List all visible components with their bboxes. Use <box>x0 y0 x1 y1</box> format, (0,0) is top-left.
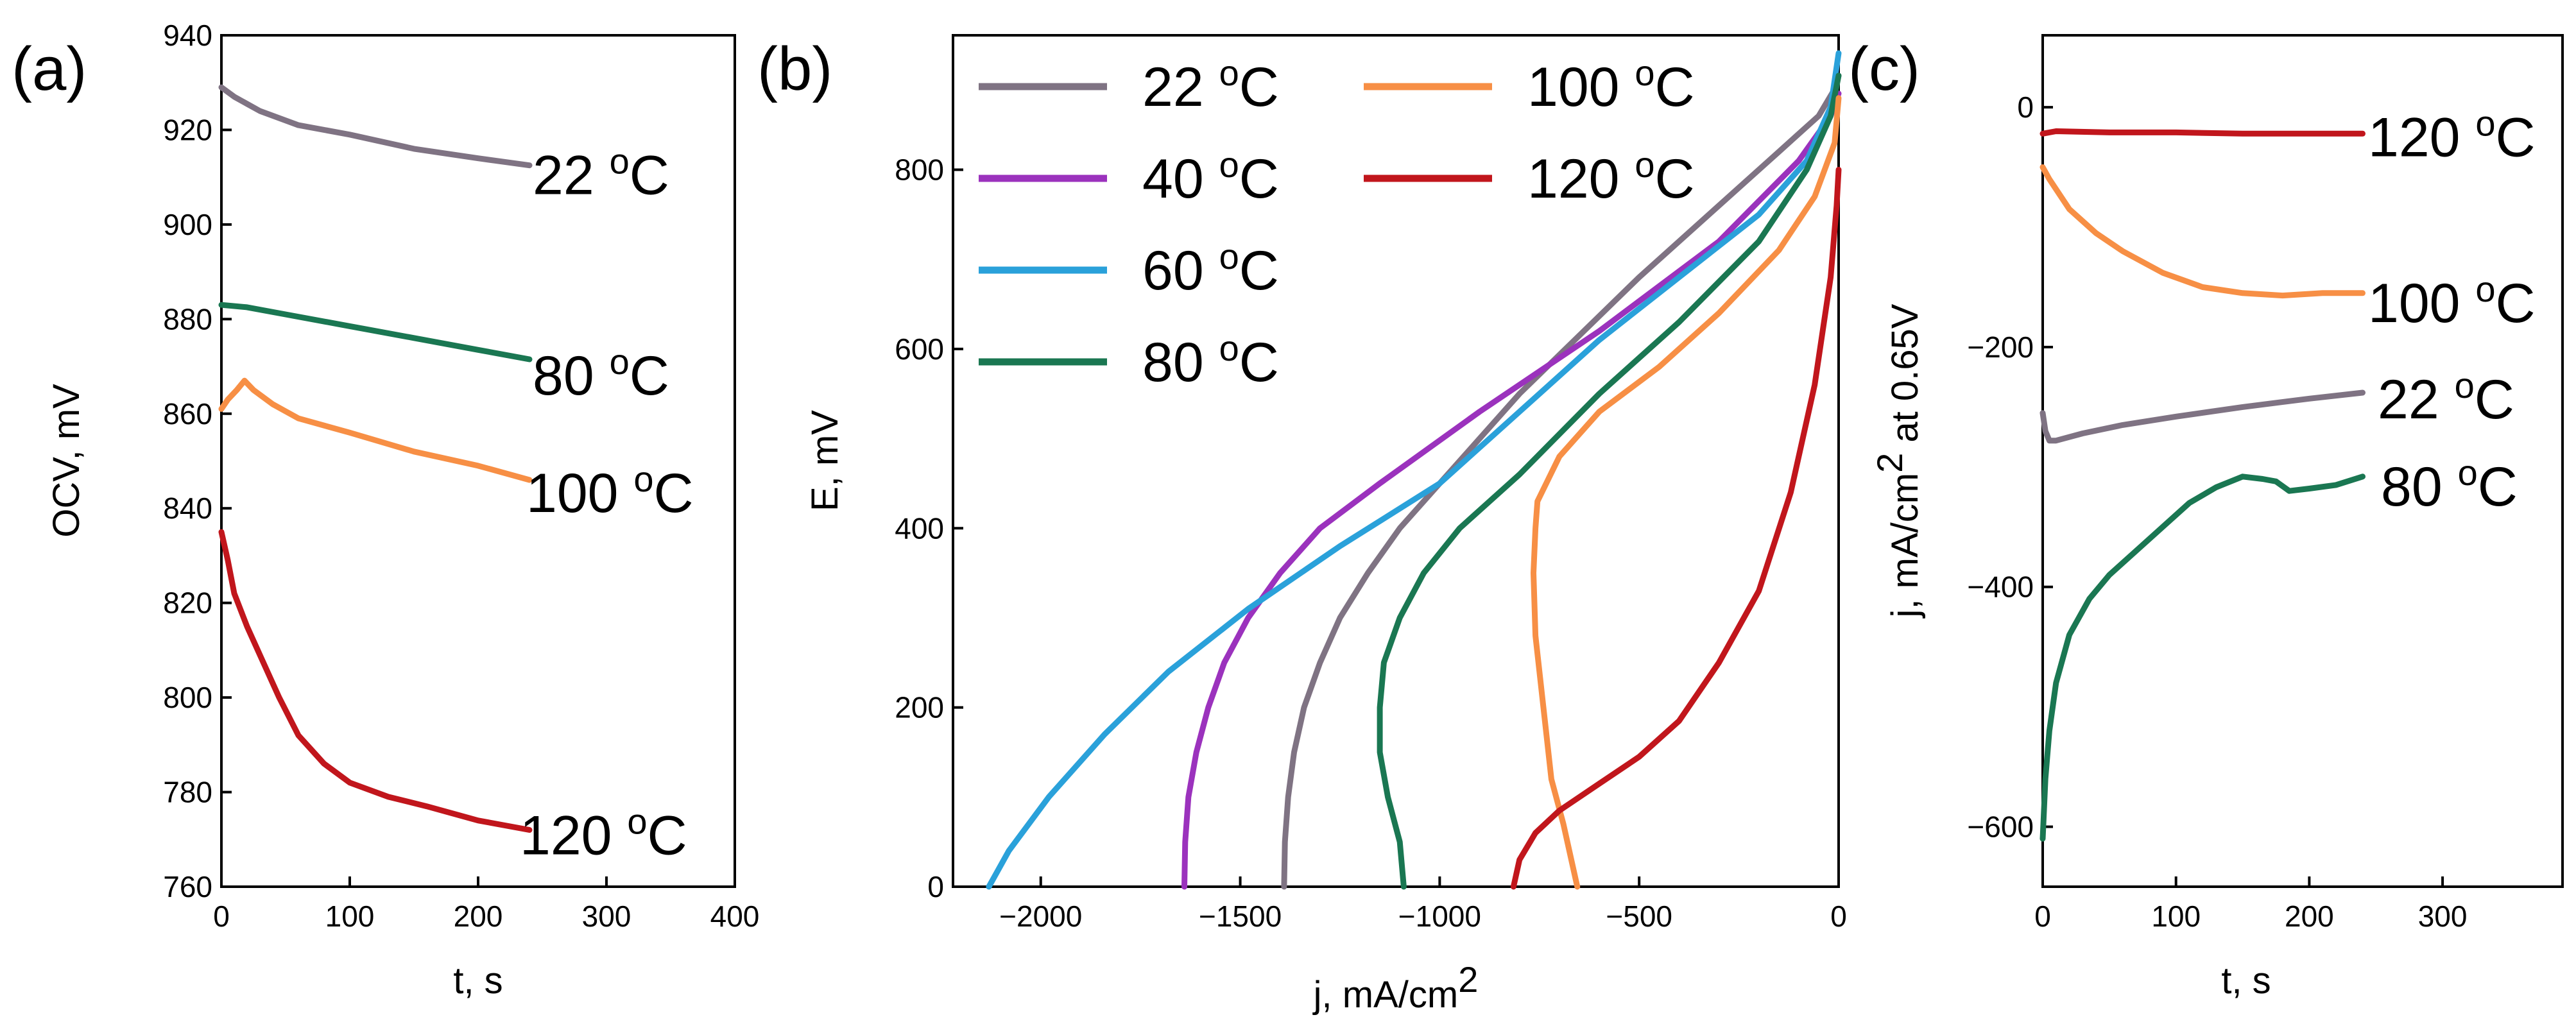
panel-a-series-100C <box>218 377 533 483</box>
panel-c-series-120C <box>2039 128 2366 137</box>
panel-c: (c) 0 100 200 300 −600 −400 −200 0 120 oC 100 oC… <box>1848 34 2564 1002</box>
panel-a-label-100C: 100 oC <box>526 459 694 524</box>
panel-b-x-tick-label: −2000 <box>999 900 1082 933</box>
panel-a-label-22C: 22 oC <box>533 141 669 207</box>
panel-a-series-22C <box>218 84 533 169</box>
panel-c-series-22C <box>2039 389 2366 444</box>
panel-a-ticks: 0 100 200 300 400 760 780 800 820 840 860 880 900 920… <box>163 19 759 933</box>
panel-c-y-tick-label: −600 <box>1967 810 2034 844</box>
legend-label-120C: 120 oC <box>1527 144 1695 210</box>
panel-c-series-100C <box>2039 164 2366 299</box>
panel-b-y-axis-label: E, mV <box>804 410 846 511</box>
panel-b-series-22C <box>1281 73 1842 890</box>
panel-a-series <box>218 84 533 833</box>
panel-b-x-tick-label: −1500 <box>1199 900 1282 933</box>
panel-c-curve-labels: 120 oC 100 oC 22 oC 80 oC <box>2368 103 2536 518</box>
panel-a-series-80C <box>218 302 533 363</box>
panel-c-y-tick-label: 0 <box>2017 90 2034 124</box>
panel-b-x-axis-label: j, mA/cm2 <box>1312 959 1479 1016</box>
panel-b-y-tick-label: 200 <box>895 691 944 724</box>
panel-b-y-tick-label: 800 <box>895 153 944 187</box>
panel-c-y-axis-label: j, mA/cm2 at 0.65V <box>1869 303 1926 619</box>
legend-label-60C: 60 oC <box>1142 236 1279 302</box>
panel-c-series <box>2039 128 2366 842</box>
panel-a-x-axis-label: t, s <box>453 960 502 1002</box>
panel-a-y-tick-label: 860 <box>163 397 212 431</box>
panel-c-label-100C: 100 oC <box>2368 269 2536 334</box>
panel-a-y-tick-label: 780 <box>163 776 212 809</box>
panel-a-series-120C <box>218 529 533 833</box>
panel-b-frame <box>952 34 1840 888</box>
panel-b-series-120C <box>1510 167 1842 890</box>
panel-c-frame <box>2041 34 2564 888</box>
panel-a-x-tick-label: 0 <box>213 900 230 933</box>
legend-label-22C: 22 oC <box>1142 53 1279 118</box>
legend-label-100C: 100 oC <box>1527 53 1695 118</box>
panel-b-series-80C <box>1377 73 1842 890</box>
panel-a-label-80C: 80 oC <box>533 341 669 407</box>
panel-a-y-tick-label: 760 <box>163 870 212 903</box>
panel-b-x-tick-label: 0 <box>1830 900 1847 933</box>
panel-b-x-tick-label: −500 <box>1606 900 1672 933</box>
panel-c-label-22C: 22 oC <box>2378 365 2514 431</box>
panel-b-y-tick-label: 400 <box>895 511 944 545</box>
legend-label-40C: 40 oC <box>1142 144 1279 210</box>
panel-a-y-axis-label: OCV, mV <box>46 384 87 538</box>
panel-c-letter: (c) <box>1848 35 1920 103</box>
panel-b-legend: 22 oC 40 oC 60 oC 80 oC 100 oC 120 oC <box>979 53 1695 393</box>
panel-c-y-tick-label: −400 <box>1967 570 2034 604</box>
panel-a: (a) 0 100 200 300 400 760 780 800 820 840 860 880 90… <box>12 19 759 1002</box>
panel-a-y-tick-label: 900 <box>163 208 212 241</box>
panel-c-label-120C: 120 oC <box>2368 103 2536 168</box>
panel-a-y-tick-label: 820 <box>163 586 212 620</box>
panel-c-x-axis-label: t, s <box>2221 960 2271 1002</box>
panel-a-y-tick-label: 920 <box>163 113 212 146</box>
panel-b-series-100C <box>1531 95 1842 890</box>
panel-a-letter: (a) <box>12 35 87 103</box>
panel-c-label-80C: 80 oC <box>2381 452 2518 518</box>
panel-b-series-60C <box>986 50 1842 890</box>
panel-a-x-tick-label: 100 <box>325 900 375 933</box>
panel-a-y-tick-label: 880 <box>163 302 212 336</box>
panel-a-x-tick-label: 300 <box>582 900 631 933</box>
panel-c-y-tick-label: −200 <box>1967 330 2034 364</box>
panel-b-series-40C <box>1181 90 1842 890</box>
panel-a-x-tick-label: 200 <box>454 900 503 933</box>
panel-c-x-tick-label: 200 <box>2285 900 2334 933</box>
panel-a-y-tick-label: 840 <box>163 491 212 525</box>
panel-b-y-tick-label: 0 <box>927 870 944 903</box>
panel-b: (b) −2000 −1500 −1000 −500 0 0 200 400 600 800 22… <box>757 34 1847 1016</box>
panel-c-ticks: 0 100 200 300 −600 −400 −200 0 <box>1967 90 2467 933</box>
panel-a-y-tick-label: 800 <box>163 681 212 714</box>
panel-a-curve-labels: 22 oC 80 oC 100 oC 120 oC <box>520 141 694 867</box>
panel-b-letter: (b) <box>757 35 832 103</box>
panel-a-y-tick-label: 940 <box>163 19 212 52</box>
panel-a-label-120C: 120 oC <box>520 801 687 867</box>
panel-b-ticks: −2000 −1500 −1000 −500 0 0 200 400 600 800 <box>895 153 1847 933</box>
panel-c-x-tick-label: 300 <box>2418 900 2468 933</box>
legend-label-80C: 80 oC <box>1142 328 1279 393</box>
panel-b-x-tick-label: −1000 <box>1398 900 1481 933</box>
panel-c-x-tick-label: 0 <box>2034 900 2051 933</box>
panel-c-series-80C <box>2039 474 2366 842</box>
panel-c-x-tick-label: 100 <box>2151 900 2201 933</box>
panel-b-y-tick-label: 600 <box>895 332 944 366</box>
panel-b-series <box>986 50 1842 890</box>
panel-a-x-tick-label: 400 <box>710 900 760 933</box>
